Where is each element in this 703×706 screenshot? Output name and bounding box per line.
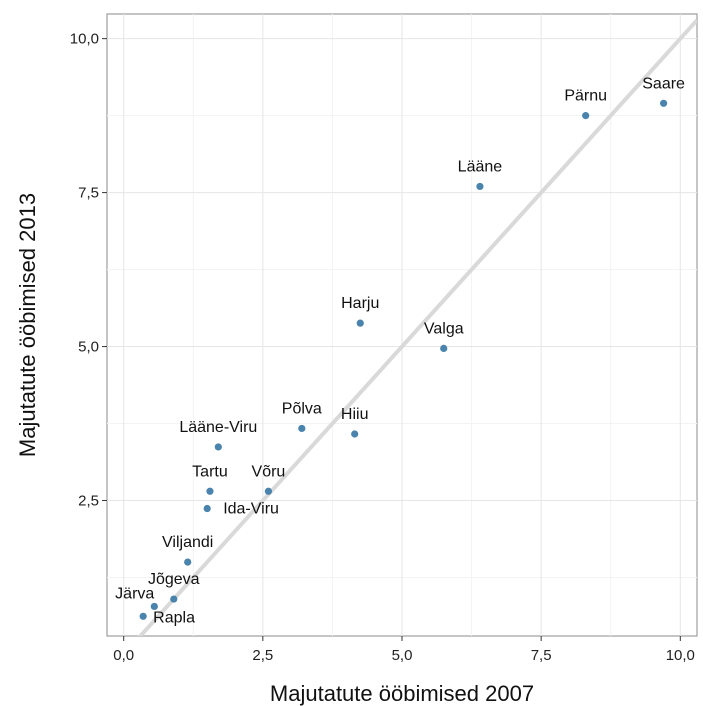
y-axis: 2,5 5,0 7,5 10,0 xyxy=(70,31,107,510)
point-label-ida-viru: Ida-Viru xyxy=(223,501,279,518)
data-point-saare xyxy=(660,99,668,107)
y-tick-label: 5,0 xyxy=(78,339,99,356)
point-label-jõgeva: Jõgeva xyxy=(148,571,200,588)
point-label-järva: Järva xyxy=(115,585,154,602)
point-label-põlva: Põlva xyxy=(282,400,322,417)
points-layer xyxy=(139,99,668,620)
data-point-tartu xyxy=(206,487,214,495)
data-point-järva xyxy=(150,602,158,611)
x-tick-label: 5,0 xyxy=(392,647,413,664)
y-tick-label: 7,5 xyxy=(78,185,99,202)
point-label-harju: Harju xyxy=(341,295,379,312)
point-label-võru: Võru xyxy=(252,463,286,480)
point-labels-layer: Saare Pärnu Lääne Harju Valga Põlva Hiiu Lääne-… xyxy=(115,75,685,626)
point-label-saare: Saare xyxy=(642,75,685,92)
identity-reference-line xyxy=(137,18,697,636)
data-point-pärnu xyxy=(582,112,590,120)
data-point-rapla xyxy=(139,612,147,620)
data-point-hiiu xyxy=(351,430,359,438)
data-point-harju xyxy=(356,319,364,327)
point-label-tartu: Tartu xyxy=(192,463,228,480)
point-label-valga: Valga xyxy=(424,320,464,337)
data-point-ida-viru xyxy=(203,504,211,513)
data-point-võru xyxy=(264,487,273,495)
x-axis-title: Majutatute ööbimised 2007 xyxy=(270,681,534,706)
reference-line-layer xyxy=(137,18,697,636)
data-point-valga xyxy=(440,344,448,353)
y-tick-label: 10,0 xyxy=(70,31,99,48)
x-axis: 0,0 2,5 5,0 7,5 10,0 xyxy=(113,636,695,664)
point-label-viljandi: Viljandi xyxy=(162,534,213,551)
x-tick-label: 0,0 xyxy=(113,647,134,664)
data-point-lääne xyxy=(476,182,484,191)
data-point-põlva xyxy=(298,424,306,433)
x-tick-label: 2,5 xyxy=(252,647,273,664)
point-label-lääne: Lääne xyxy=(458,158,503,175)
point-label-hiiu: Hiiu xyxy=(341,406,369,423)
major-grid xyxy=(107,14,697,636)
y-axis-title: Majutatute ööbimised 2013 xyxy=(15,193,40,457)
y-tick-label: 2,5 xyxy=(78,493,99,510)
x-tick-label: 7,5 xyxy=(531,647,552,664)
data-point-jõgeva xyxy=(170,595,178,603)
data-point-lääne-viru xyxy=(214,443,222,451)
point-label-lääne-viru: Lääne-Viru xyxy=(179,419,257,436)
point-label-pärnu: Pärnu xyxy=(564,88,607,105)
data-point-viljandi xyxy=(184,558,192,566)
point-label-rapla: Rapla xyxy=(153,609,195,626)
x-tick-label: 10,0 xyxy=(666,647,695,664)
